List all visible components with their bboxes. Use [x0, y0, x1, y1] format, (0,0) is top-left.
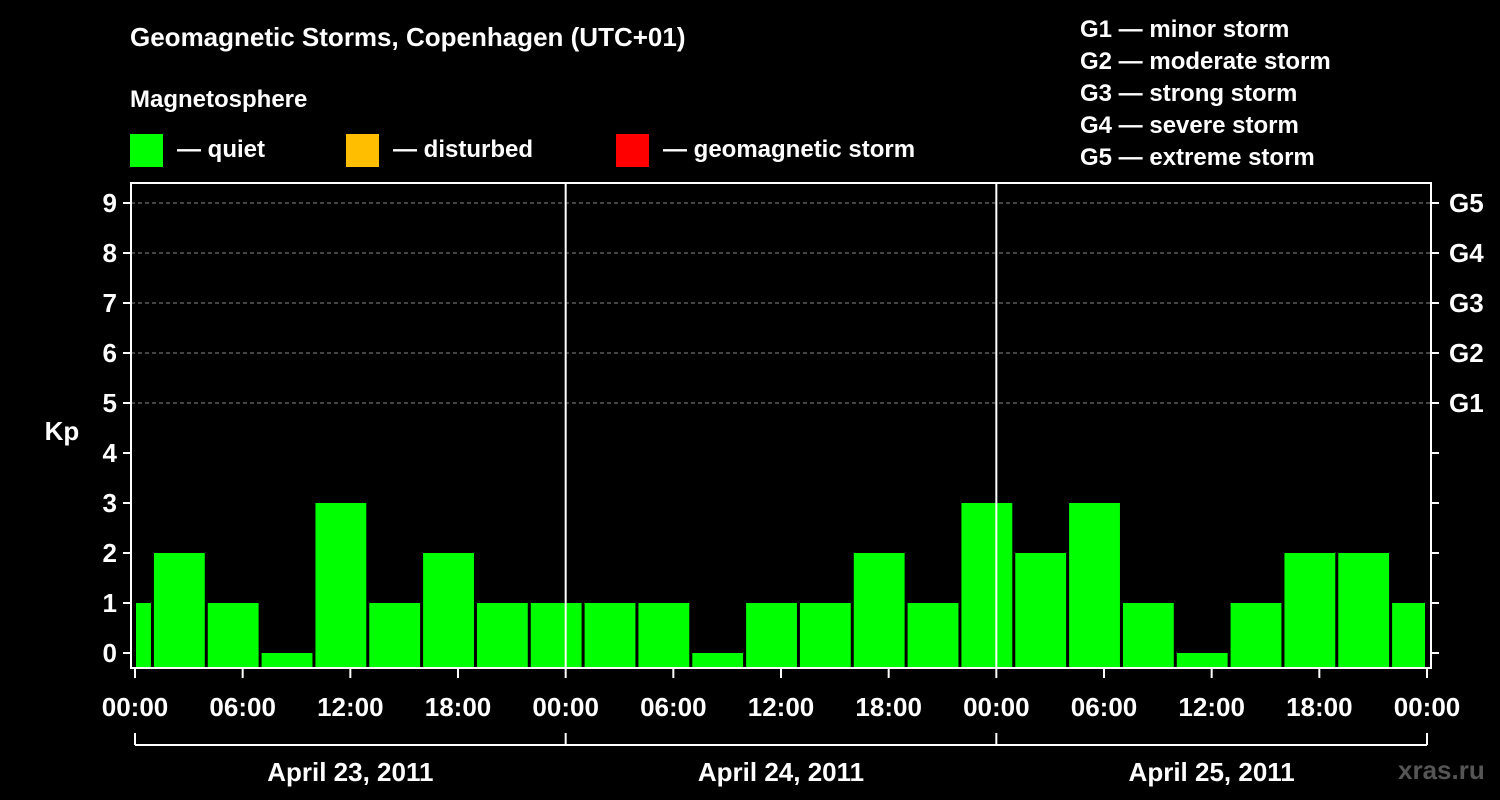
x-tick-label-12: 00:00 [1394, 692, 1461, 722]
kp-bar-19 [1122, 603, 1174, 668]
y-tick-label-1: 1 [103, 588, 117, 618]
kp-bar-4 [315, 503, 367, 668]
kp-bar-5 [369, 603, 421, 668]
kp-bar-8 [530, 603, 582, 668]
storm-scale-g3: G3 — strong storm [1080, 80, 1298, 107]
legend-label-disturbed: — disturbed [393, 136, 534, 163]
kp-bar-11 [692, 653, 744, 668]
kp-bar-14 [853, 553, 905, 668]
y-tick-label-4: 4 [103, 438, 118, 468]
x-tick-label-0: 00:00 [102, 692, 169, 722]
storm-scale-g1: G1 — minor storm [1080, 16, 1290, 43]
kp-bar-2 [207, 603, 259, 668]
x-tick-label-1: 06:00 [209, 692, 276, 722]
y-tick-label-2: 2 [103, 538, 117, 568]
legend-label-quiet: — quiet [177, 136, 265, 163]
kp-bar-7 [476, 603, 528, 668]
storm-scale-g5: G5 — extreme storm [1080, 144, 1315, 171]
storm-scale-g2: G2 — moderate storm [1080, 48, 1331, 75]
storm-scale-list: G1 — minor storm G2 — moderate storm G3 … [1080, 14, 1331, 174]
kp-bar-21 [1230, 603, 1282, 668]
right-axis-label-G2: G2 [1449, 338, 1484, 368]
kp-bar-13 [799, 603, 851, 668]
kp-bar-3 [261, 653, 313, 668]
y-axis-label: Kp [45, 416, 80, 446]
kp-bar-1 [153, 553, 205, 668]
kp-bar-17 [1015, 553, 1067, 668]
x-tick-label-5: 06:00 [640, 692, 707, 722]
y-tick-label-6: 6 [103, 338, 117, 368]
right-axis-label-G5: G5 [1449, 188, 1484, 218]
kp-bar-24 [1392, 603, 1425, 668]
right-axis-label-G1: G1 [1449, 388, 1484, 418]
x-tick-label-7: 18:00 [855, 692, 922, 722]
day-label-0: April 23, 2011 [267, 757, 433, 787]
kp-bar-16 [961, 503, 1013, 668]
right-axis-label-G4: G4 [1449, 238, 1484, 268]
kp-bar-0 [136, 603, 151, 668]
y-tick-label-7: 7 [103, 288, 117, 318]
y-tick-label-8: 8 [103, 238, 117, 268]
legend-item-storm: — geomagnetic storm [616, 133, 915, 167]
kp-bar-18 [1069, 503, 1120, 668]
kp-bar-6 [423, 553, 474, 668]
day-label-1: April 24, 2011 [698, 757, 864, 787]
y-tick-label-0: 0 [103, 638, 117, 668]
storm-swatch [616, 133, 649, 167]
legend-item-disturbed: — disturbed [346, 133, 533, 167]
kp-bar-15 [907, 603, 959, 668]
kp-bar-10 [638, 603, 690, 668]
disturbed-swatch [346, 133, 379, 167]
watermark: xras.ru [1398, 755, 1485, 785]
x-tick-label-4: 00:00 [532, 692, 599, 722]
x-tick-label-8: 00:00 [963, 692, 1030, 722]
kp-bar-23 [1338, 553, 1390, 668]
x-tick-label-3: 18:00 [425, 692, 492, 722]
kp-bar-12 [746, 603, 797, 668]
x-tick-label-11: 18:00 [1286, 692, 1353, 722]
kp-bar-22 [1284, 553, 1336, 668]
x-tick-label-6: 12:00 [748, 692, 815, 722]
x-tick-label-2: 12:00 [317, 692, 384, 722]
y-tick-label-3: 3 [103, 488, 117, 518]
kp-bar-20 [1176, 653, 1228, 668]
legend-label-storm: — geomagnetic storm [663, 136, 916, 163]
y-tick-label-9: 9 [103, 188, 117, 218]
chart-title: Geomagnetic Storms, Copenhagen (UTC+01) [130, 22, 686, 52]
x-tick-label-10: 12:00 [1178, 692, 1245, 722]
quiet-swatch [130, 133, 163, 167]
y-tick-label-5: 5 [103, 388, 117, 418]
kp-bar-9 [584, 603, 636, 668]
magnetosphere-label: Magnetosphere [130, 86, 308, 113]
storm-scale-g4: G4 — severe storm [1080, 112, 1299, 139]
day-label-2: April 25, 2011 [1129, 757, 1295, 787]
right-axis-label-G3: G3 [1449, 288, 1484, 318]
legend-item-quiet: — quiet [130, 133, 265, 167]
x-tick-label-9: 06:00 [1071, 692, 1138, 722]
